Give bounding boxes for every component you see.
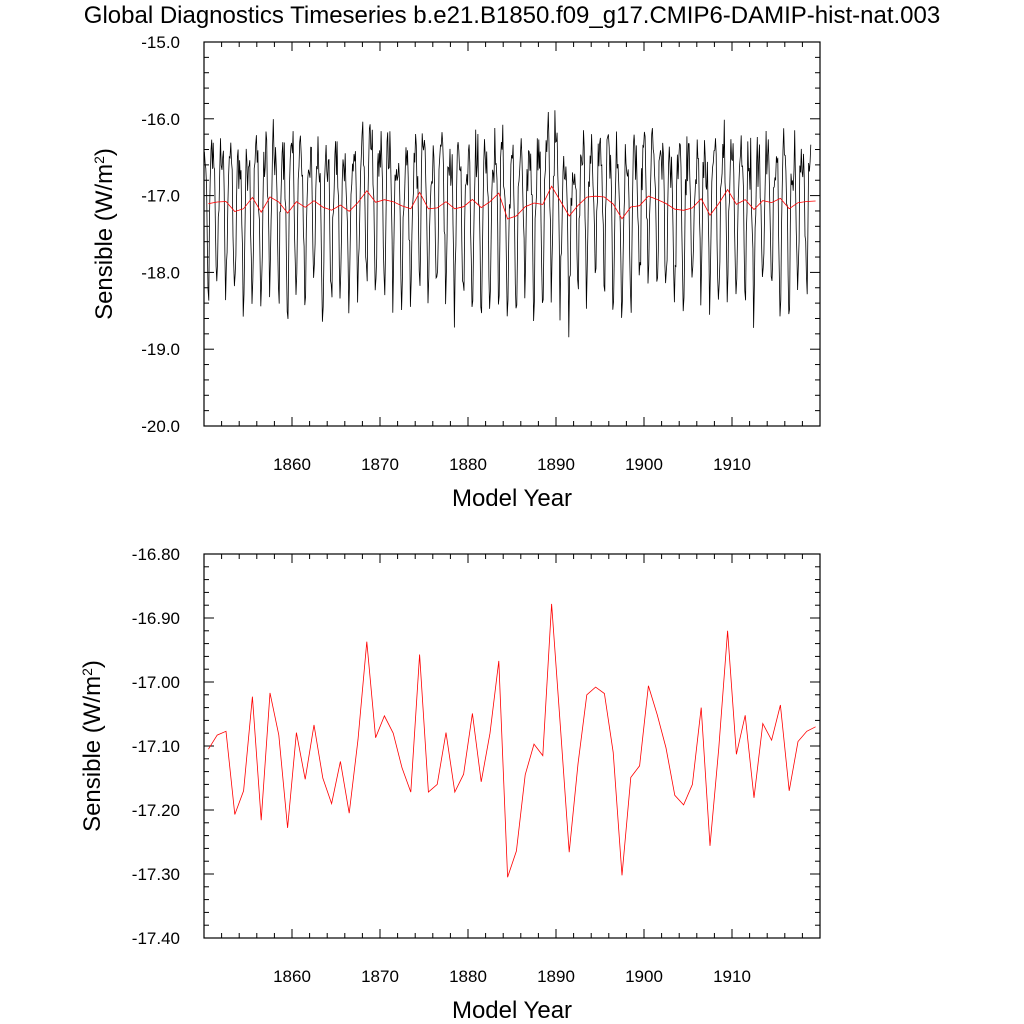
chart-title: Global Diagnostics Timeseries b.e21.B185… [83,2,941,29]
y-tick-label: -17.20 [132,801,180,820]
y-tick-label: -17.0 [141,187,180,206]
y-tick-label: -16.90 [132,609,180,628]
y-tick-label: -18.0 [141,263,180,282]
x-axis-title: Model Year [452,485,572,512]
y-tick-label: -16.0 [141,110,180,129]
plot-frame [203,553,821,939]
monthly-series-line [204,110,812,338]
chart-panel-1: 1860 1870 1880 1890 1900 1910 -20.0 -19.0 -18.0 -… [91,33,821,512]
x-tick-label: 1880 [449,967,487,986]
y-tick-label: -17.10 [132,737,180,756]
x-tick-label: 1870 [361,455,399,474]
x-tick-label: 1900 [625,455,663,474]
x-tick-label: 1880 [449,455,487,474]
y-tick-label: -17.30 [132,865,180,884]
y-tick-label: -19.0 [141,340,180,359]
x-tick-label: 1860 [273,967,311,986]
x-tick-label: 1910 [713,455,751,474]
annual-mean-series-line [208,603,816,878]
chart-panel-2: 1860 1870 1880 1890 1900 1910 -17.40 -17.30 -17.… [79,545,821,1024]
x-tick-label: 1870 [361,967,399,986]
x-tick-label: 1890 [537,455,575,474]
y-tick-label: -16.80 [132,545,180,564]
y-tick-label: -20.0 [141,417,180,436]
x-tick-label: 1910 [713,967,751,986]
y-tick-label: -17.00 [132,673,180,692]
x-axis-title: Model Year [452,997,572,1024]
x-tick-label: 1900 [625,967,663,986]
y-axis-title: Sensible (W/m2) [79,660,106,832]
plot-frame [203,41,821,427]
y-tick-label: -17.40 [132,929,180,948]
x-tick-label: 1860 [273,455,311,474]
annual-mean-series-line [208,185,816,220]
y-tick-label: -15.0 [141,33,180,52]
y-axis-title: Sensible (W/m2) [91,148,118,320]
x-tick-label: 1890 [537,967,575,986]
